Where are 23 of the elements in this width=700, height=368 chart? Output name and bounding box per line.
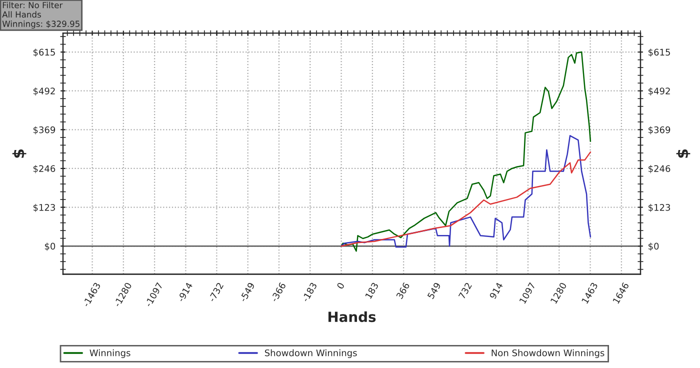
y2-tick-label: $369 [648,126,670,134]
legend-label: Non Showdown Winnings [492,349,604,358]
y2-axis-title: $ [676,149,690,158]
x-axis-title: Hands [328,311,376,322]
text: Filter: No Filter All Hands Winnings: $329.95 [2,2,80,29]
line-series [340,135,592,248]
y-tick-label: $0 [44,242,56,251]
x-tick-label: 0 [336,282,345,290]
y-tick-label: $615 [33,48,55,57]
y2-tick-label: $492 [648,87,670,96]
legend-label: Showdown Winnings [264,349,357,358]
y-tick-label: $492 [33,87,55,96]
line-series [340,151,592,247]
line-series [340,51,592,252]
legend-label: Winnings [90,349,130,358]
y2-tick-label: $0 [648,242,659,251]
y-tick-label: $246 [33,165,56,174]
y-tick-label: $123 [33,204,55,212]
y2-tick-label: $123 [648,204,670,212]
y2-tick-label: $615 [648,48,670,57]
y-tick-label: $369 [33,126,56,134]
y-axis-title: $ [12,149,26,158]
y2-tick-label: $246 [648,165,670,174]
